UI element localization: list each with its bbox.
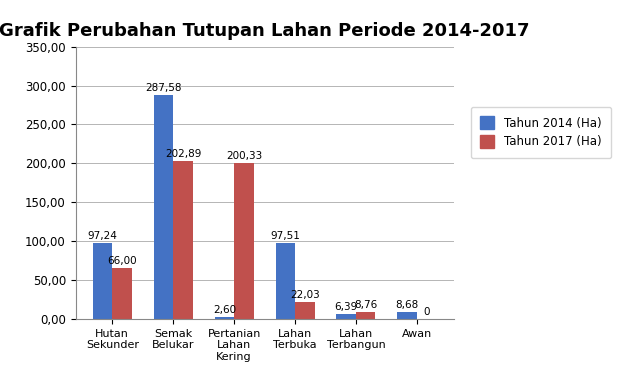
Text: 202,89: 202,89 [165, 149, 201, 159]
Bar [295, 302, 314, 319]
Bar [234, 163, 254, 319]
Title: Grafik Perubahan Tutupan Lahan Periode 2014-2017: Grafik Perubahan Tutupan Lahan Periode 2… [0, 21, 530, 40]
Bar [112, 268, 132, 319]
Bar [154, 95, 173, 319]
Text: 0: 0 [423, 307, 430, 317]
Text: 22,03: 22,03 [290, 290, 319, 300]
Text: 97,24: 97,24 [88, 231, 117, 242]
Text: 6,39: 6,39 [335, 302, 358, 312]
Bar [173, 161, 193, 319]
Text: 97,51: 97,51 [270, 231, 301, 241]
Bar [398, 312, 417, 319]
Bar [356, 312, 375, 319]
Legend: Tahun 2014 (Ha), Tahun 2017 (Ha): Tahun 2014 (Ha), Tahun 2017 (Ha) [471, 107, 611, 158]
Bar [336, 314, 356, 319]
Bar [275, 243, 295, 319]
Bar [93, 244, 112, 319]
Text: 66,00: 66,00 [107, 256, 137, 266]
Text: 200,33: 200,33 [226, 151, 262, 161]
Text: 287,58: 287,58 [145, 83, 181, 93]
Text: 8,68: 8,68 [396, 300, 419, 310]
Bar [215, 317, 234, 319]
Text: 8,76: 8,76 [354, 300, 377, 310]
Text: 2,60: 2,60 [213, 305, 236, 315]
